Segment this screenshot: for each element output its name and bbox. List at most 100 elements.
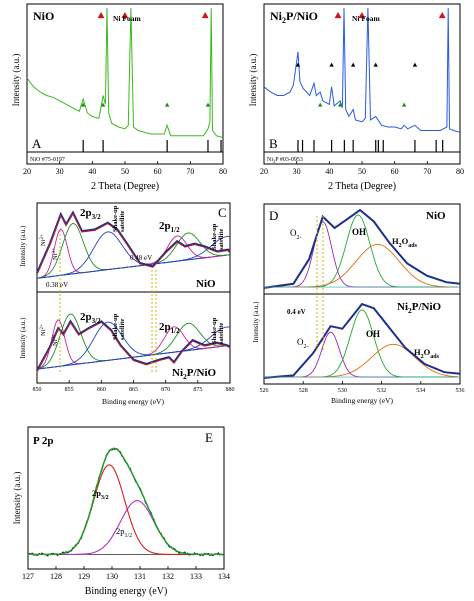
ni2p-peak-marker [295, 62, 301, 67]
panel-c-xlabel: Binding energy (eV) [102, 397, 164, 406]
p2p-1-2-component [28, 500, 223, 555]
panel-a-xticks: 20 30 40 50 60 70 80 [23, 161, 227, 176]
p2p-spectrum [27, 447, 224, 557]
panel-c-2p12-top: 2p1/2 [159, 220, 180, 234]
ni2p-peak-marker [373, 62, 378, 67]
panel-c-2p32-top: 2p3/2 [80, 207, 101, 221]
panel-a-tick-label: 50 [121, 167, 129, 176]
panel-c-tick-label: 865 [129, 387, 138, 393]
panel-e: P 2p E 2p3/2 2p1/2 127 128 129 130 131 132 133… [12, 426, 230, 597]
ni2p-peak-marker [329, 62, 334, 67]
panel-b-tick-label: 40 [325, 167, 333, 176]
panel-c-tick-label: 850 [33, 387, 42, 393]
panel-c-letter: C [218, 205, 227, 220]
reference-lines-nio [82, 140, 222, 152]
panel-c-tick-label: 875 [193, 387, 202, 393]
o1s-component-curve [264, 243, 458, 288]
panel-c-ni3plus-bottom: Ni3+ [52, 334, 59, 346]
nio-peak-marker [100, 102, 106, 107]
panel-d-top-label: NiO [426, 210, 446, 222]
panel-c-ni3plus-top: Ni3+ [52, 248, 59, 260]
panel-e-xlabel: Binding energy (eV) [85, 586, 168, 597]
panel-c-sat2-top: Shake-upsatellite [211, 223, 225, 250]
panel-e-2p32-label: 2p3/2 [92, 488, 109, 501]
panel-a-title: NiO [33, 9, 54, 23]
ni2p-nio-top-spectrum [35, 210, 231, 279]
panel-b-title: Ni2P/NiO [270, 9, 318, 25]
panel-d-letter: D [269, 208, 278, 223]
panel-d-h2o-top: H2Oads [392, 236, 418, 249]
ni2p-ni2p-nio-bottom-spectrum [36, 313, 231, 372]
ni-foam-marker [358, 11, 366, 19]
panel-c-sat1-top: Shake-upsatellite [112, 205, 126, 232]
xrd-curve-nio [26, 7, 224, 138]
nio-peak-marker [401, 102, 407, 107]
panel-e-tick-label: 127 [22, 572, 34, 581]
o1s-nio-top-spectrum [263, 208, 461, 289]
nio-peak-marker [205, 102, 211, 107]
p2p-fit-envelope [28, 447, 223, 556]
panel-c-sat2-bottom: Shake-upsatellite [211, 317, 225, 344]
panel-a-tick-label: 80 [219, 167, 227, 176]
panel-c-top-label: NiO [196, 278, 216, 290]
panel-a-frame [26, 3, 224, 165]
peak-markers-nio [80, 11, 211, 107]
panel-b-tick-label: 80 [456, 167, 464, 176]
panel-b-ylabel: Intensity (a.u.) [248, 54, 258, 107]
ni2p-raw-data [36, 319, 231, 372]
panel-d-tick-label: 536 [456, 388, 465, 394]
panel-c: C NiO Ni2P/NiO 2p3/2 2p1/2 2p3/2 2p1/2 0… [19, 202, 235, 406]
panel-a-tick-label: 40 [88, 167, 96, 176]
ni2p-component-curve [36, 223, 231, 279]
ni-foam-marker [97, 11, 105, 19]
panel-d-bottom-label: Ni2P/NiO [397, 301, 442, 315]
ni2p-raw-data [35, 210, 231, 274]
o1s-raw-data [263, 302, 461, 379]
ni2p-component-curve [36, 236, 231, 279]
panel-b-ni-foam-label: Ni Foam [352, 14, 380, 23]
peak-markers-ni2p-nio [295, 11, 446, 107]
panel-b: Ni2P/NiO Ni Foam B Ni2P #03-0953 20 30 40 5… [248, 3, 464, 192]
panel-e-letter: E [205, 430, 213, 445]
o1s-component-curve [264, 309, 458, 378]
panel-c-sat1-bottom: Shake-upsatellite [112, 313, 126, 340]
panel-c-ni2plus-top: Ni2+ [40, 234, 47, 246]
ni2p-component-curve [36, 326, 231, 370]
panel-a-ylabel: Intensity (a.u.) [11, 54, 21, 107]
panel-b-letter: B [269, 136, 278, 151]
panel-d-tick-label: 526 [260, 388, 269, 394]
panel-e-2p12-label: 2p1/2 [116, 526, 132, 539]
o1s-raw-data [263, 208, 461, 289]
panel-a-xlabel: 2 Theta (Degree) [91, 181, 159, 192]
panel-e-frame [27, 426, 225, 570]
panel-c-tick-label: 855 [65, 387, 74, 393]
panel-c-tick-label: 860 [97, 387, 106, 393]
ni2p-component-curve [36, 321, 231, 370]
ni-foam-marker [438, 11, 446, 19]
panel-a-letter: A [32, 136, 42, 151]
panel-c-frame [36, 202, 231, 384]
nio-peak-marker [317, 102, 323, 107]
panel-b-tick-label: 20 [260, 167, 268, 176]
reference-lines-ni2p [297, 140, 444, 152]
panel-e-tick-label: 134 [218, 572, 230, 581]
panel-d-oh-top: OH [352, 227, 366, 237]
panel-d-tick-label: 530 [338, 388, 347, 394]
panel-a-tick-label: 20 [23, 167, 31, 176]
ni-foam-marker [201, 11, 209, 19]
nio-peak-marker [164, 102, 170, 107]
panel-e-tick-label: 132 [162, 572, 174, 581]
o1s-ni2p-nio-bottom-spectrum [263, 302, 461, 379]
panel-b-xlabel: 2 Theta (Degree) [328, 181, 396, 192]
panel-c-2p32-bottom: 2p3/2 [80, 311, 101, 325]
panel-a-tick-label: 70 [186, 167, 194, 176]
panel-d-ylabel: Intensity (a.u.) [252, 301, 260, 343]
panel-d-shift-04: 0.4 eV [287, 308, 306, 316]
panel-d-h2o-bottom: H2Oads [414, 347, 440, 360]
panel-c-ni2plus-bottom: Ni2+ [40, 324, 47, 336]
panel-d-xlabel: Binding energy (eV) [331, 396, 393, 405]
panel-d-tick-label: 534 [416, 388, 425, 394]
xrd-curve-ni2p-nio [263, 7, 461, 133]
panel-d-o2-top: O2- [290, 228, 302, 241]
